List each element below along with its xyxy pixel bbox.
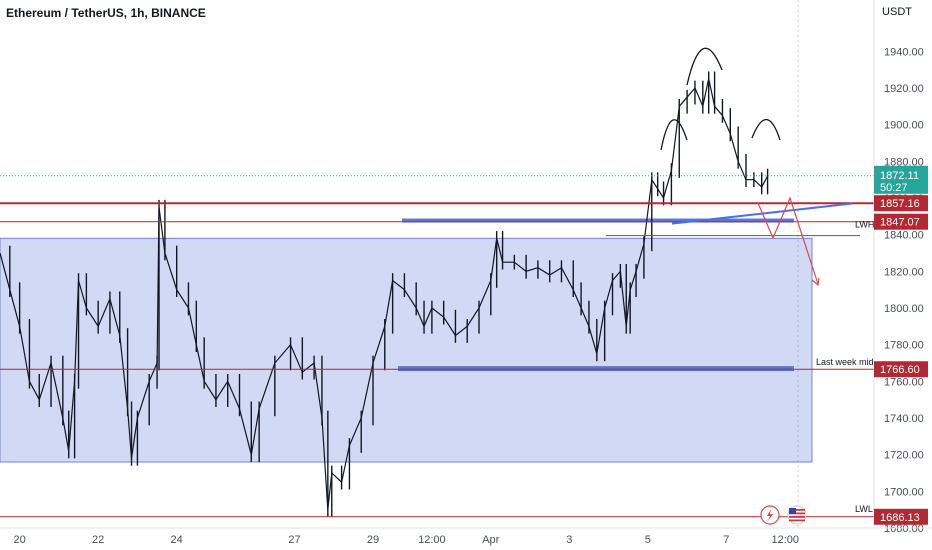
flag-stripe bbox=[789, 519, 805, 522]
time-axis[interactable]: 20 22 24 27 29 12:00 Apr 3 5 7 12:00 bbox=[0, 527, 932, 546]
lwh-label: LWH bbox=[855, 220, 874, 230]
x-tick-label: 12:00 bbox=[771, 534, 799, 546]
head-arc bbox=[686, 47, 723, 86]
price-tag-label: 1857.16 bbox=[880, 198, 920, 210]
x-tick-label: 20 bbox=[14, 534, 26, 546]
current-price-tag bbox=[874, 165, 928, 194]
x-tick-label: 12:00 bbox=[418, 534, 446, 546]
x-tick-label: 7 bbox=[723, 534, 729, 546]
price-tag bbox=[874, 508, 928, 525]
price-tag bbox=[874, 361, 928, 378]
y-tick-label: 1920.00 bbox=[884, 83, 924, 95]
projection-path bbox=[757, 196, 819, 285]
current-price-value: 1872.11 bbox=[880, 170, 919, 182]
flag-canton bbox=[789, 508, 796, 514]
y-tick-label: 1940.00 bbox=[884, 46, 924, 58]
x-tick-label: 27 bbox=[288, 534, 300, 546]
right-shoulder-arc bbox=[751, 118, 781, 141]
chart-title: Ethereum / TetherUS, 1h, BINANCE bbox=[6, 6, 206, 20]
y-tick-label: 1740.00 bbox=[884, 413, 924, 425]
range-zones bbox=[0, 218, 813, 463]
y-tick-label: 1680.00 bbox=[884, 523, 924, 535]
x-tick-label: Apr bbox=[482, 534, 499, 546]
last-week-mid-label: Last week mid bbox=[816, 357, 874, 367]
x-tick-label: 5 bbox=[645, 534, 651, 546]
bottom-icons[interactable] bbox=[760, 505, 807, 525]
y-tick-label: 1800.00 bbox=[884, 303, 924, 315]
y-tick-label: 1700.00 bbox=[884, 486, 924, 498]
price-tag bbox=[874, 195, 928, 212]
mid-retest-zone bbox=[398, 366, 794, 372]
x-tick-label: 29 bbox=[367, 534, 379, 546]
annotation-labels: LWH Last week mid LWL bbox=[816, 220, 874, 514]
left-shoulder-arc bbox=[660, 119, 688, 151]
y-tick-label: 1780.00 bbox=[884, 340, 924, 352]
x-tick-label: 3 bbox=[566, 534, 572, 546]
price-tag-label: 1766.60 bbox=[880, 364, 920, 376]
projection-arrowhead bbox=[811, 277, 820, 287]
lwh-retest-zone bbox=[402, 218, 794, 223]
us-flag-icon[interactable] bbox=[787, 505, 807, 525]
price-tag-label: 1847.07 bbox=[880, 217, 920, 229]
y-tick-label: 1840.00 bbox=[884, 230, 924, 242]
x-tick-label: 22 bbox=[92, 534, 104, 546]
y-tick-label: 1720.00 bbox=[884, 450, 924, 462]
price-tag-label: 1686.13 bbox=[880, 512, 920, 524]
price-tag bbox=[874, 213, 928, 230]
y-tick-label: 1880.00 bbox=[884, 156, 924, 168]
y-tick-label: 1760.00 bbox=[884, 376, 924, 388]
lwl-label: LWL bbox=[855, 504, 873, 514]
flag-stripe bbox=[789, 512, 805, 515]
flag-stripe bbox=[789, 516, 805, 518]
price-axis[interactable]: 1680.00 1700.00 1720.00 1740.00 1760.00 1780.… bbox=[873, 0, 932, 550]
price-unit: USDT bbox=[882, 6, 912, 18]
countdown-timer: 50:27 bbox=[880, 182, 908, 194]
x-tick-label: 24 bbox=[171, 534, 183, 546]
price-series bbox=[0, 71, 769, 517]
flag-stripe bbox=[789, 509, 805, 511]
price-axis-bg bbox=[874, 0, 932, 550]
y-tick-label: 1820.00 bbox=[884, 266, 924, 278]
chart-drawings bbox=[0, 47, 874, 518]
y-tick-label: 1900.00 bbox=[884, 120, 924, 132]
weekly-range-zone bbox=[0, 237, 813, 463]
flash-icon-bolt bbox=[767, 509, 773, 521]
flash-icon[interactable] bbox=[760, 505, 780, 525]
